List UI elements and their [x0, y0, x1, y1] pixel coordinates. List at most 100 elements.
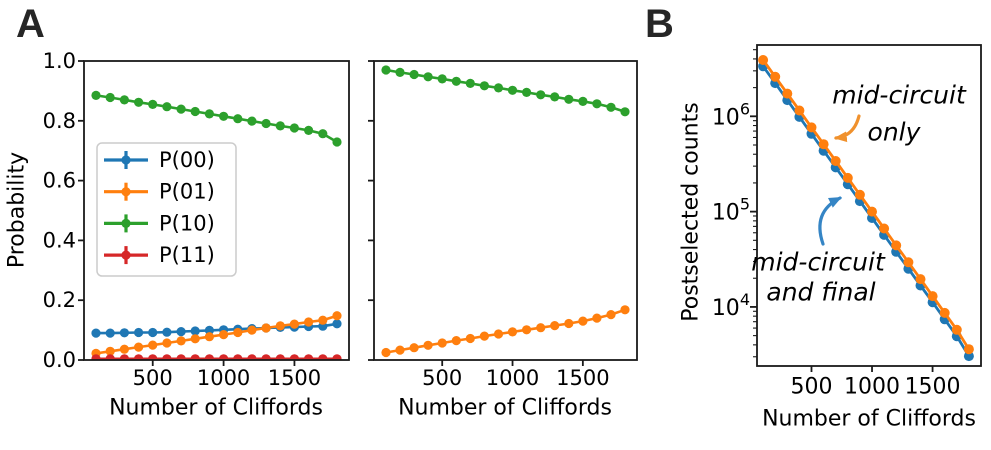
series-marker-p01-postselected [564, 318, 574, 329]
plot-area [381, 65, 630, 358]
series-marker-p00 [105, 328, 115, 338]
annotation-arrow-mid-circuit-only [833, 114, 861, 143]
series-marker-p11 [247, 354, 257, 361]
series-marker-p11 [190, 354, 200, 361]
series-marker-p01-postselected [409, 343, 419, 353]
series-marker-p01 [148, 340, 158, 350]
series-marker-p10 [233, 114, 243, 124]
series-marker-mid-circuit-only [939, 307, 950, 318]
legend-label: P(01) [159, 180, 215, 204]
series-marker-p11 [233, 354, 243, 361]
legend-marker-dot [121, 250, 131, 260]
y-tick-label: 0.6 [43, 169, 76, 193]
series-marker-p01 [134, 342, 144, 352]
series-marker-p10 [119, 95, 129, 105]
annotation-text-mid-circuit-only: mid-circuit [832, 81, 967, 110]
x-tick-label: 500 [133, 366, 173, 390]
y-tick-label: 0.8 [43, 109, 76, 133]
series-marker-p10-postselected [522, 87, 532, 97]
series-marker-p10 [289, 123, 299, 133]
x-tick-label: 1500 [268, 366, 321, 390]
series-marker-p10 [105, 92, 115, 103]
series-marker-p11 [261, 354, 271, 361]
series-marker-p11 [91, 354, 101, 361]
series-marker-p10 [134, 97, 144, 107]
series-marker-p01-postselected [592, 313, 602, 323]
series-marker-p01 [162, 338, 172, 348]
series-marker-p10 [247, 116, 257, 126]
series-marker-p01-postselected [522, 325, 532, 335]
annotation-text-mid-circuit-and-final: and final [766, 278, 875, 307]
series-marker-p11 [304, 354, 314, 361]
series-marker-p01 [318, 315, 328, 325]
series-marker-p01-postselected [395, 345, 405, 355]
series-marker-p10-postselected [620, 107, 630, 117]
series-marker-mid-circuit-only [842, 172, 853, 183]
plot-frame [83, 60, 350, 361]
y-axis-label: Probability [5, 152, 30, 268]
legend-label: P(00) [159, 148, 215, 172]
series-marker-p10 [261, 118, 271, 129]
series-marker-p01 [247, 325, 257, 335]
y-tick-label: 0.0 [43, 348, 76, 372]
series-marker-p10-postselected [479, 81, 489, 91]
series-marker-mid-circuit-only [915, 274, 926, 285]
x-axis-label: Number of Cliffords [762, 407, 976, 432]
series-marker-p10-postselected [493, 83, 504, 93]
series-marker-p00 [332, 319, 342, 329]
legend-label: P(10) [159, 211, 215, 235]
series-marker-p10-postselected [550, 92, 560, 102]
series-marker-p01 [261, 323, 271, 333]
series-marker-p11 [219, 354, 229, 361]
series-marker-p10 [332, 137, 342, 147]
x-axis-label: Number of Cliffords [398, 396, 612, 421]
series-marker-p10 [275, 121, 285, 131]
y-tick-label: 105 [712, 195, 750, 226]
x-tick-label: 500 [790, 375, 832, 400]
legend-marker-dot [121, 218, 131, 228]
x-tick-label: 500 [422, 366, 462, 390]
series-marker-p00 [134, 327, 144, 338]
series-marker-p00 [119, 328, 129, 338]
series-marker-p10 [148, 99, 158, 109]
series-marker-mid-circuit-only [770, 71, 781, 82]
y-tick-label: 104 [712, 290, 750, 321]
y-tick-label: 0.4 [43, 228, 76, 252]
series-marker-p10-postselected [606, 102, 616, 112]
series-marker-p01-postselected [578, 316, 588, 326]
series-marker-p10-postselected [564, 94, 574, 104]
series-marker-p01-postselected [451, 336, 461, 346]
series-marker-p01 [332, 311, 342, 321]
series-marker-p01-postselected [507, 327, 518, 337]
series-marker-p01-postselected [423, 340, 433, 350]
series-marker-p01 [119, 344, 129, 354]
plot-frame [373, 60, 638, 361]
series-marker-mid-circuit-only [830, 156, 841, 166]
series-marker-mid-circuit-only [879, 223, 890, 234]
series-marker-p00 [176, 327, 186, 337]
series-marker-p10 [91, 90, 101, 100]
series-marker-p10-postselected [409, 69, 419, 80]
annotation-text-mid-circuit-and-final: mid-circuit [751, 248, 886, 277]
series-marker-mid-circuit-only [782, 88, 793, 99]
series-marker-p11 [204, 354, 214, 361]
series-marker-p11 [289, 354, 299, 361]
x-tick-label: 1000 [844, 375, 900, 400]
series-marker-p00 [204, 325, 214, 335]
series-marker-p01-postselected [620, 305, 630, 315]
x-tick-label: 1000 [486, 366, 539, 390]
series-marker-p10 [318, 129, 328, 139]
series-marker-p10-postselected [507, 85, 518, 95]
series-marker-mid-circuit-only [854, 189, 865, 200]
y-axis-label: Postselected counts [679, 102, 704, 321]
x-tick-label: 1500 [556, 366, 609, 390]
series-marker-p10-postselected [437, 74, 447, 84]
series-marker-mid-circuit-only [806, 122, 817, 133]
series-marker-p10 [304, 125, 314, 135]
series-marker-mid-circuit-only [818, 139, 829, 150]
series-marker-mid-circuit-and-final [963, 351, 974, 362]
series-marker-p10-postselected [423, 72, 433, 82]
series-marker-p11 [105, 354, 115, 361]
